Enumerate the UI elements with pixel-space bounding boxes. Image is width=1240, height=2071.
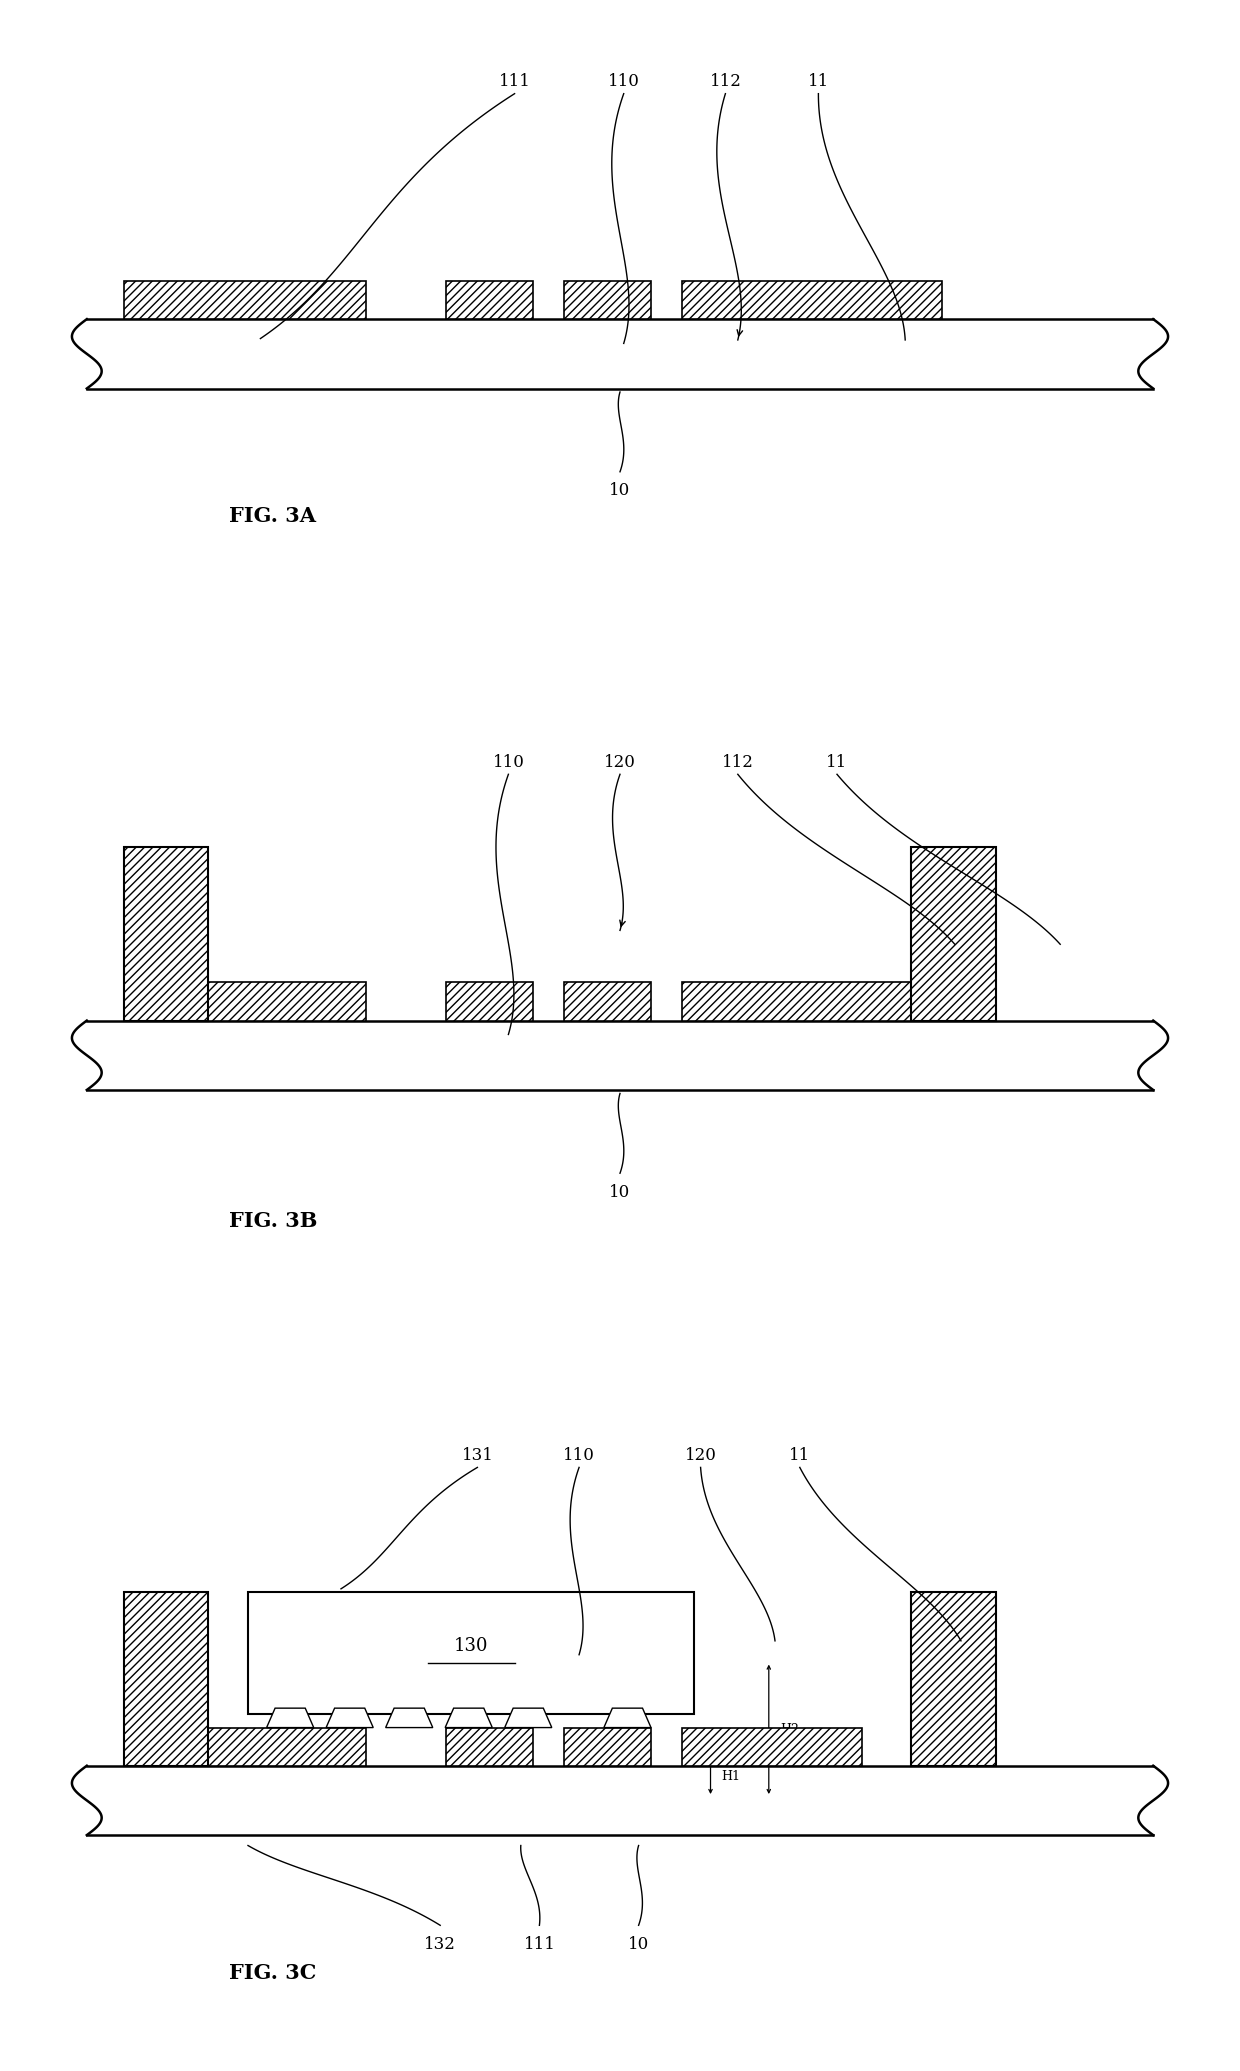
Text: 111: 111: [498, 72, 531, 91]
Text: 11: 11: [807, 72, 830, 91]
Text: 120: 120: [604, 754, 636, 770]
Text: 110: 110: [492, 754, 525, 770]
Bar: [564, 282, 651, 319]
Text: 110: 110: [563, 1448, 595, 1464]
Text: FIG. 3A: FIG. 3A: [229, 507, 316, 526]
Text: 112: 112: [722, 754, 754, 770]
Bar: [87, 319, 1153, 389]
Text: 112: 112: [709, 72, 742, 91]
Bar: [682, 982, 942, 1021]
Bar: [124, 847, 208, 1021]
Polygon shape: [267, 1709, 314, 1727]
Text: H2: H2: [780, 1723, 799, 1735]
Polygon shape: [505, 1709, 552, 1727]
Text: 110: 110: [608, 72, 640, 91]
Bar: [446, 282, 533, 319]
Polygon shape: [386, 1709, 433, 1727]
Bar: [682, 282, 942, 319]
Text: 120: 120: [684, 1448, 717, 1464]
Bar: [911, 847, 996, 1021]
Bar: [564, 1727, 651, 1767]
Text: FIG. 3C: FIG. 3C: [229, 1963, 316, 1984]
Text: 132: 132: [424, 1936, 456, 1953]
Text: 10: 10: [609, 1185, 631, 1201]
Polygon shape: [326, 1709, 373, 1727]
Text: 10: 10: [627, 1936, 650, 1953]
Bar: [87, 1021, 1153, 1089]
Bar: [564, 982, 651, 1021]
Bar: [911, 1593, 996, 1767]
Text: 11: 11: [826, 754, 848, 770]
Polygon shape: [445, 1709, 492, 1727]
Bar: [124, 282, 366, 319]
Text: 11: 11: [789, 1448, 811, 1464]
Text: 130: 130: [454, 1636, 489, 1655]
Polygon shape: [604, 1709, 651, 1727]
Text: H1: H1: [722, 1769, 740, 1783]
Bar: [124, 1593, 208, 1767]
Text: FIG. 3B: FIG. 3B: [228, 1212, 317, 1232]
Text: 131: 131: [461, 1448, 494, 1464]
Text: 10: 10: [609, 483, 631, 499]
Bar: [446, 982, 533, 1021]
Bar: [682, 1727, 862, 1767]
Bar: [124, 1727, 366, 1767]
Bar: [87, 1767, 1153, 1835]
Bar: [124, 982, 366, 1021]
Bar: [248, 1593, 694, 1713]
Text: 111: 111: [523, 1936, 556, 1953]
Bar: [446, 1727, 533, 1767]
